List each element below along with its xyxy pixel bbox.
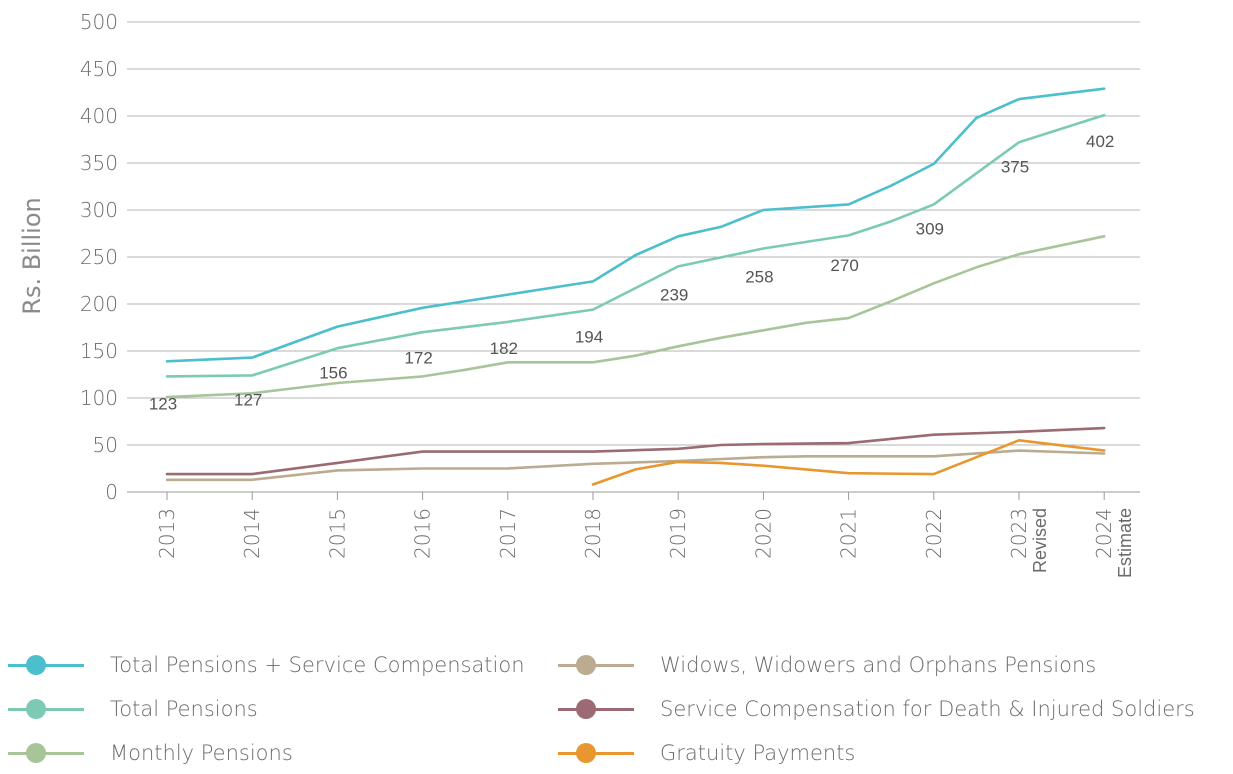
legend-label: Service Compensation for Death & Injured… (660, 697, 1195, 721)
legend-item-total-pensions: Total Pensions (0, 689, 258, 729)
x-tick-sublabel: Estimate (1115, 508, 1135, 578)
data-label: 123 (149, 394, 177, 413)
legend-item-widows-widowers-orphans-pensions: Widows, Widowers and Orphans Pensions (550, 645, 1096, 685)
y-tick-label: 400 (80, 104, 118, 128)
data-label: 258 (745, 267, 773, 286)
legend-item-monthly-pensions: Monthly Pensions (0, 733, 293, 773)
data-label: 172 (404, 348, 432, 367)
x-tick-label: 2020 (751, 508, 775, 559)
y-tick-label: 450 (80, 57, 118, 81)
y-axis: 0 50 100 150 200 250 300 350 400 450 500 (80, 10, 118, 504)
legend-item-service-compensation: Service Compensation for Death & Injured… (550, 689, 1195, 729)
x-tick-label: 2022 (922, 508, 946, 559)
legend-swatch (550, 743, 638, 763)
x-tick-label: 2019 (666, 508, 690, 559)
x-tick-label: 2017 (496, 508, 520, 559)
series-lines (165, 87, 1106, 486)
y-tick-label: 250 (80, 245, 118, 269)
y-tick-label: 50 (93, 433, 118, 457)
y-tick-label: 100 (80, 386, 118, 410)
legend-swatch (0, 655, 88, 675)
legend-item-gratuity-payments: Gratuity Payments (550, 733, 855, 773)
legend-label: Monthly Pensions (110, 741, 293, 765)
data-label: 127 (234, 391, 262, 410)
x-axis: 2013 2014 2015 2016 2017 2018 2019 2020 2021 2022… (155, 492, 1135, 578)
y-axis-title: Rs. Billion (18, 197, 46, 314)
x-tick-label: 2013 (155, 508, 179, 559)
series-line-0 (165, 87, 1106, 363)
series-line-2 (165, 235, 1106, 399)
y-tick-label: 500 (80, 10, 118, 34)
series-line-5 (591, 438, 1106, 486)
data-label: 402 (1086, 132, 1114, 151)
data-label: 156 (319, 363, 347, 382)
data-labels: 123 127 156 172 182 194 239 258 270 309 375 402 (149, 132, 1115, 413)
legend-swatch (550, 699, 638, 719)
series-line-3 (165, 449, 1106, 482)
legend-label: Total Pensions (110, 697, 258, 721)
legend-label: Total Pensions + Service Compensation (110, 653, 525, 677)
data-label: 194 (575, 328, 603, 347)
legend-item-total-pensions-service-compensation: Total Pensions + Service Compensation (0, 645, 525, 685)
legend-swatch (550, 655, 638, 675)
x-tick-label: 2018 (581, 508, 605, 559)
x-tick-label: 2023 (1007, 508, 1031, 559)
y-tick-label: 200 (80, 292, 118, 316)
legend-swatch (0, 743, 88, 763)
y-tick-label: 150 (80, 339, 118, 363)
chart-legend: Total Pensions + Service Compensation To… (0, 640, 1233, 774)
x-tick-label: 2024 (1092, 508, 1116, 559)
data-label: 375 (1001, 158, 1029, 177)
series-line-1 (165, 113, 1106, 378)
x-tick-label: 2016 (411, 508, 435, 559)
data-label: 239 (660, 285, 688, 304)
x-tick-sublabel: Revised (1030, 508, 1050, 573)
x-tick-label: 2015 (325, 508, 349, 559)
data-label: 309 (916, 220, 944, 239)
legend-swatch (0, 699, 88, 719)
series-line-4 (165, 426, 1106, 476)
y-tick-label: 350 (80, 151, 118, 175)
legend-label: Gratuity Payments (660, 741, 856, 765)
x-tick-label: 2014 (240, 508, 264, 559)
data-label: 182 (490, 339, 518, 358)
y-tick-label: 300 (80, 198, 118, 222)
y-tick-label: 0 (105, 480, 118, 504)
data-label: 270 (830, 256, 858, 275)
x-tick-label: 2021 (837, 508, 861, 559)
legend-label: Widows, Widowers and Orphans Pensions (660, 653, 1097, 677)
